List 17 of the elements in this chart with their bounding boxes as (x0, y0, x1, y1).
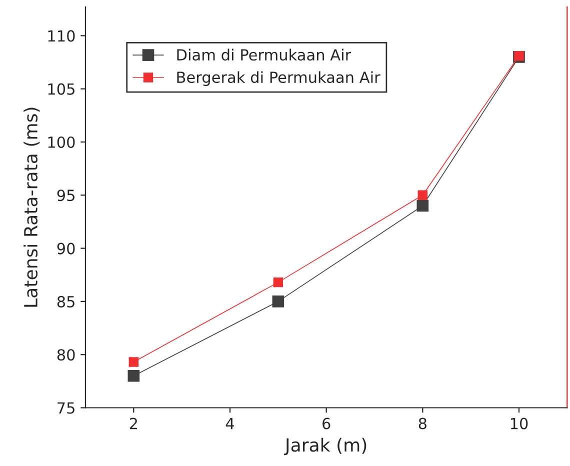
y-tick-label: 80 (57, 349, 75, 361)
y-tick-label: 90 (57, 242, 75, 254)
y-tick-label: 105 (48, 83, 74, 95)
legend-label: Bergerak di Permukaan Air (177, 71, 380, 86)
y-axis-title: Latensi Rata-rata (ms) (24, 108, 40, 307)
x-tick-label: 8 (418, 418, 426, 430)
x-tick-label: 4 (226, 418, 234, 430)
y-tick-label: 100 (48, 136, 75, 148)
y-tick-label: 95 (57, 190, 74, 202)
x-axis-title: Jarak (m) (284, 438, 366, 456)
x-tick-label: 6 (322, 418, 330, 430)
y-tick-label: 85 (57, 296, 74, 308)
legend-label: Diam di Permukaan Air (177, 48, 352, 61)
y-tick-label: 75 (58, 402, 74, 414)
y-tick-label: 110 (48, 30, 75, 42)
x-tick-label: 2 (130, 418, 137, 430)
x-tick-label: 10 (510, 418, 528, 430)
